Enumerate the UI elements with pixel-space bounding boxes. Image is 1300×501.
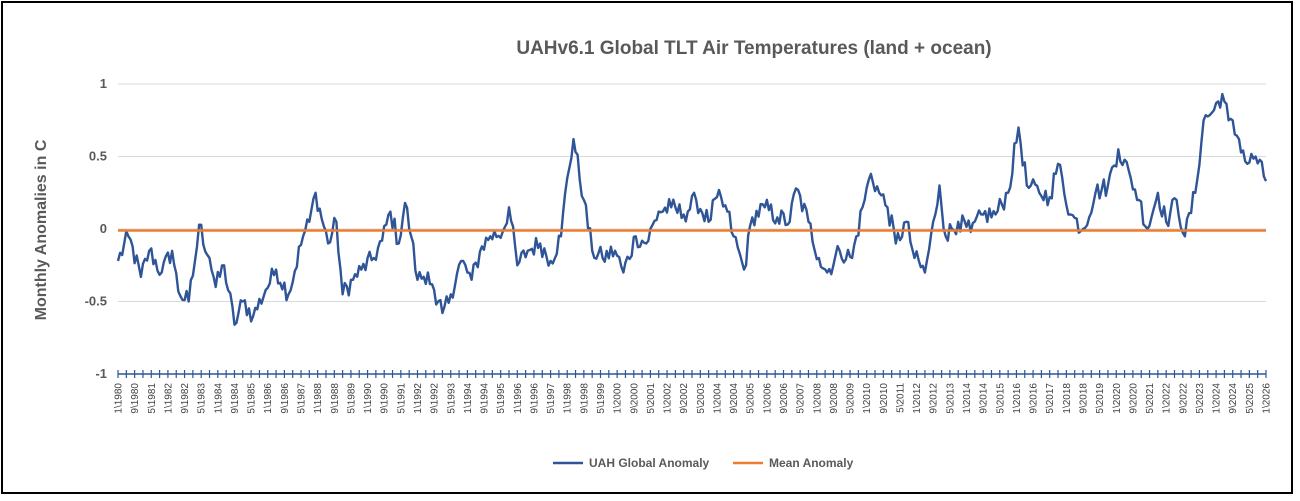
x-tick-label: 5\1985 [247, 383, 258, 414]
x-tick-label: 9\1982 [180, 383, 191, 414]
x-tick-label: 9\2004 [729, 383, 740, 414]
x-tick-label: 5\2017 [1045, 383, 1056, 414]
x-tick-label: 9\1996 [529, 383, 540, 414]
x-tick-label: 9\2024 [1228, 383, 1239, 414]
x-tick-label: 1\2016 [1012, 383, 1023, 414]
x-tick-label: 9\2018 [1078, 383, 1089, 414]
x-tick-label: 5\1981 [147, 383, 158, 414]
series [116, 92, 1268, 326]
x-tick-label: 1\1992 [413, 383, 424, 414]
x-tick-label: 9\2008 [829, 383, 840, 414]
x-tick-label: 1\2010 [862, 383, 873, 414]
y-tick-label: -1 [95, 366, 107, 381]
x-tick-label: 1\2006 [762, 383, 773, 414]
x-tick-label: 5\2015 [995, 383, 1006, 414]
x-tick-label: 9\1986 [280, 383, 291, 414]
x-tick-label: 1\1988 [313, 383, 324, 414]
x-tick-label: 9\2012 [929, 383, 940, 414]
x-tick-label: 1\2004 [712, 383, 723, 414]
x-axis: 1\1980 9\1980 5\1981 1\1982 9\1982 5\1983 1\19… [114, 370, 1273, 414]
y-tick-label: -0.5 [85, 294, 107, 309]
x-tick-label: 5\1991 [396, 383, 407, 414]
x-tick-label: 1\2018 [1062, 383, 1073, 414]
x-tick-label: 9\2014 [979, 383, 990, 414]
chart-frame [1, 1, 1293, 494]
x-tick-label: 9\1990 [380, 383, 391, 414]
x-tick-label: 1\1980 [114, 383, 125, 414]
x-tick-label: 9\2010 [879, 383, 890, 414]
x-tick-label: 1\2024 [1212, 383, 1223, 414]
x-tick-label: 1\1986 [263, 383, 274, 414]
x-tick-label: 5\2023 [1195, 383, 1206, 414]
x-tick-label: 1\1994 [463, 383, 474, 414]
x-tick-label: 9\1998 [579, 383, 590, 414]
x-tick-label: 9\2016 [1029, 383, 1040, 414]
x-tick-label: 1\2022 [1162, 383, 1173, 414]
x-tick-label: 5\2007 [796, 383, 807, 414]
y-tick-label: 0.5 [89, 149, 107, 164]
x-tick-label: 9\2006 [779, 383, 790, 414]
x-tick-label: 9\1992 [430, 383, 441, 414]
x-tick-label: 5\2019 [1095, 383, 1106, 414]
gridlines [118, 83, 1266, 302]
x-tick-label: 5\2021 [1145, 383, 1156, 414]
x-tick-label: 1\2012 [912, 383, 923, 414]
x-tick-label: 9\1984 [230, 383, 241, 414]
x-tick-label: 9\2000 [629, 383, 640, 414]
chart-title: UAHv6.1 Global TLT Air Temperatures (lan… [516, 38, 991, 59]
y-tick-label: 1 [100, 76, 107, 91]
legend-label-uah-global-anomaly: UAH Global Anomaly [589, 456, 710, 470]
x-tick-label: 5\2001 [646, 383, 657, 414]
x-tick-label: 5\1995 [496, 383, 507, 414]
x-tick-label: 1\1982 [163, 383, 174, 414]
x-tick-label: 5\1987 [297, 383, 308, 414]
x-tick-label: 5\1989 [346, 383, 357, 414]
x-tick-label: 1\1998 [563, 383, 574, 414]
x-tick-label: 1\2020 [1112, 383, 1123, 414]
x-tick-label: 5\1993 [446, 383, 457, 414]
x-tick-label: 1\2008 [812, 383, 823, 414]
x-tick-label: 5\2025 [1245, 383, 1256, 414]
x-tick-label: 1\1990 [363, 383, 374, 414]
x-tick-label: 5\2003 [696, 383, 707, 414]
x-tick-label: 5\1999 [596, 383, 607, 414]
y-tick-label: 0 [100, 221, 107, 236]
x-tick-label: 5\1983 [197, 383, 208, 414]
x-tick-label: 9\2002 [679, 383, 690, 414]
x-tick-label: 9\2020 [1128, 383, 1139, 414]
x-tick-label: 9\1994 [480, 383, 491, 414]
x-tick-label: 5\2013 [945, 383, 956, 414]
x-tick-label: 5\1997 [546, 383, 557, 414]
x-tick-label: 1\1996 [513, 383, 524, 414]
legend: UAH Global Anomaly Mean Anomaly [553, 456, 854, 470]
x-tick-label: 9\1988 [330, 383, 341, 414]
x-tick-label: 1\2026 [1262, 383, 1273, 414]
x-tick-label: 9\2022 [1178, 383, 1189, 414]
series-line-uah-global-anomaly [116, 92, 1268, 326]
x-tick-label: 1\2014 [962, 383, 973, 414]
x-tick-label: 1\1984 [213, 383, 224, 414]
x-tick-label: 1\2002 [663, 383, 674, 414]
legend-label-mean-anomaly: Mean Anomaly [769, 456, 854, 470]
y-tick-labels: 1 0.5 0 -0.5 -1 [85, 76, 107, 381]
x-tick-label: 1\2000 [613, 383, 624, 414]
x-tick-label: 5\2011 [895, 383, 906, 413]
x-tick-label: 5\2009 [846, 383, 857, 414]
x-tick-label: 9\1980 [130, 383, 141, 414]
x-tick-label: 5\2005 [746, 383, 757, 414]
y-axis-title: Monthly Anomalies in C [33, 139, 50, 320]
